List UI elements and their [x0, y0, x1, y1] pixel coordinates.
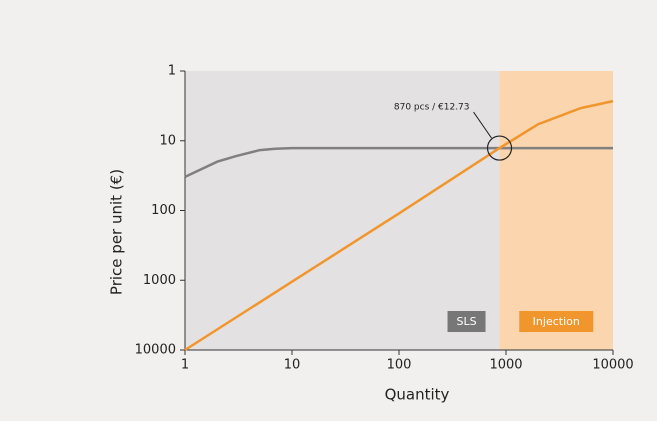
region	[185, 71, 500, 350]
annotation-circle	[486, 135, 513, 161]
y-tick-label: 10000	[135, 343, 176, 358]
y-axis-title: Price per unit (€)	[108, 169, 126, 295]
y-tick-label: 1	[168, 64, 176, 79]
region	[499, 71, 613, 350]
x-tick-label: 10000	[592, 358, 633, 373]
series-label-box	[519, 311, 594, 332]
line	[184, 99, 614, 352]
x-tick-label: 100	[387, 358, 412, 373]
series-label-box	[447, 311, 486, 332]
y-tick-label: 100	[151, 203, 176, 218]
line	[184, 146, 613, 179]
annotation-text: 870 pcs / €12.73	[394, 103, 470, 113]
series-label: Injection	[533, 315, 580, 328]
x-tick-label: 1000	[489, 358, 522, 373]
series-label: SLS	[456, 315, 476, 328]
x-tick-label: 10	[284, 358, 301, 373]
x-axis-title: Quantity	[385, 386, 450, 404]
x-tick-label: 1	[181, 358, 189, 373]
annotation-leader	[473, 111, 492, 139]
y-tick-label: 1000	[143, 273, 176, 288]
y-tick-label: 10	[159, 133, 176, 148]
